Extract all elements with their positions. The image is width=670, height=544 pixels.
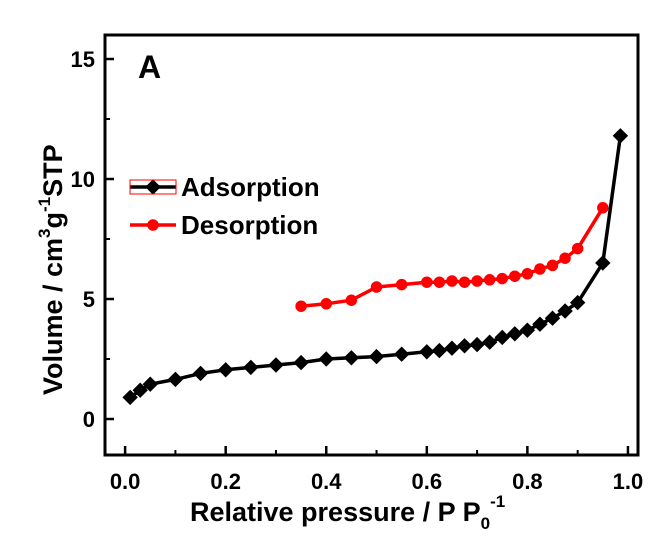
y-tick-label: 10 xyxy=(71,167,95,192)
x-tick-label: 0.6 xyxy=(412,469,443,494)
desorption-point xyxy=(471,275,483,287)
x-tick-label: 1.0 xyxy=(613,469,644,494)
desorption-point xyxy=(496,272,508,285)
desorption-series xyxy=(295,202,609,312)
adsorption-point xyxy=(557,303,573,319)
adsorption-point xyxy=(268,357,284,373)
desorption-point xyxy=(433,276,446,288)
x-tick-label: 0.0 xyxy=(110,469,141,494)
adsorption-point xyxy=(142,376,158,392)
legend-marker-adsorption xyxy=(145,179,161,195)
adsorption-point xyxy=(494,329,510,346)
adsorption-point xyxy=(343,350,360,366)
y-tick-label: 15 xyxy=(71,47,95,72)
legend-marker-desorption xyxy=(147,219,159,231)
legend-label-desorption: Desorption xyxy=(181,210,318,240)
x-tick-label: 0.4 xyxy=(311,469,342,494)
legend-item-adsorption: Adsorption xyxy=(130,172,320,202)
adsorption-series xyxy=(122,128,629,406)
adsorption-point xyxy=(444,340,460,356)
adsorption-point xyxy=(368,348,385,365)
plot-frame xyxy=(103,33,640,457)
desorption-point xyxy=(483,274,496,286)
x-axis-title: Relative pressure / P P0-1 xyxy=(190,492,505,533)
desorption-point xyxy=(446,275,458,287)
desorption-point xyxy=(597,202,609,214)
desorption-point xyxy=(458,276,471,288)
adsorption-point xyxy=(167,371,184,388)
adsorption-point xyxy=(393,346,410,362)
desorption-point xyxy=(295,300,307,312)
adsorption-point xyxy=(469,336,485,353)
adsorption-point xyxy=(318,351,334,367)
desorption-point xyxy=(534,263,546,275)
desorption-point xyxy=(521,268,534,280)
adsorption-point xyxy=(431,342,448,359)
desorption-point xyxy=(546,259,559,272)
desorption-point xyxy=(509,270,521,282)
adsorption-point xyxy=(243,359,259,376)
adsorption-point xyxy=(612,128,629,144)
desorption-point xyxy=(320,298,332,310)
x-tick-label: 0.8 xyxy=(512,469,543,494)
y-tick-label: 5 xyxy=(83,287,95,312)
adsorption-point xyxy=(132,382,148,398)
adsorption-point xyxy=(481,334,498,350)
adsorption-point xyxy=(217,362,234,378)
adsorption-point xyxy=(569,294,586,311)
y-tick-label: 0 xyxy=(83,407,95,432)
y-axis-title: Volume / cm3g-1STP xyxy=(35,144,68,395)
adsorption-point xyxy=(532,316,548,332)
desorption-line xyxy=(300,206,605,308)
adsorption-point xyxy=(293,354,309,371)
panel-label: A xyxy=(138,49,161,85)
desorption-point xyxy=(345,294,358,306)
adsorption-point xyxy=(519,322,536,338)
adsorption-point xyxy=(595,255,611,271)
desorption-point xyxy=(559,252,571,264)
adsorption-point xyxy=(192,365,209,382)
desorption-point xyxy=(571,242,584,255)
adsorption-point xyxy=(507,326,523,342)
adsorption-point xyxy=(419,344,435,360)
legend-label-adsorption: Adsorption xyxy=(181,172,320,202)
legend-item-desorption: Desorption xyxy=(130,210,318,240)
adsorption-point xyxy=(456,338,473,354)
x-tick-label: 0.2 xyxy=(210,469,241,494)
legend-highlight-box xyxy=(129,179,177,195)
adsorption-point xyxy=(122,389,138,406)
desorption-point xyxy=(370,281,383,293)
adsorption-point xyxy=(544,310,561,326)
desorption-point xyxy=(421,276,433,288)
desorption-point xyxy=(395,278,408,291)
